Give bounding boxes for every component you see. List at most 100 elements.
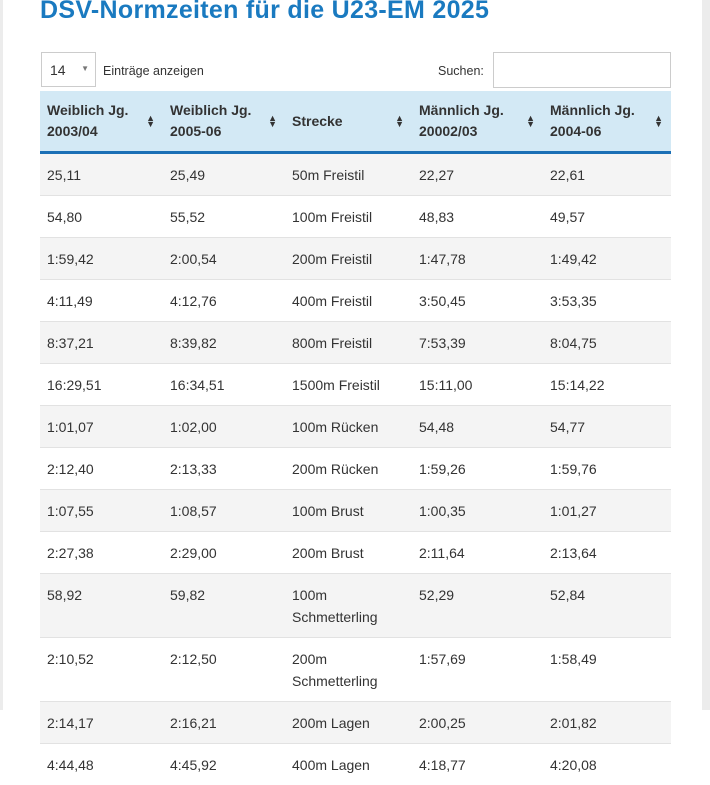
- norm-times-table: Weiblich Jg. 2003/04▲▼Weiblich Jg. 2005-…: [40, 91, 671, 785]
- page-title: DSV-Normzeiten für die U23-EM 2025: [40, 0, 489, 25]
- table-cell: 1:57,69: [412, 638, 543, 702]
- table-cell: 1:00,35: [412, 490, 543, 532]
- table-cell: 100m Brust: [285, 490, 412, 532]
- table-cell: 54,48: [412, 406, 543, 448]
- table-cell: 7:53,39: [412, 322, 543, 364]
- page-border-left: [0, 0, 3, 710]
- table-cell: 200m Lagen: [285, 702, 412, 744]
- table-cell: 3:53,35: [543, 280, 671, 322]
- table-cell: 800m Freistil: [285, 322, 412, 364]
- table-cell: 400m Freistil: [285, 280, 412, 322]
- table-cell: 100m Freistil: [285, 196, 412, 238]
- table-cell: 200m Rücken: [285, 448, 412, 490]
- table-cell: 22,61: [543, 153, 671, 196]
- column-header-4[interactable]: Männlich Jg. 2004-06 ▲▼: [543, 91, 671, 153]
- entries-per-page-select[interactable]: 14 ▼: [41, 52, 96, 87]
- table-cell: 58,92: [40, 574, 163, 638]
- table-cell: 48,83: [412, 196, 543, 238]
- table-cell: 50m Freistil: [285, 153, 412, 196]
- entries-label: Einträge anzeigen: [103, 64, 204, 78]
- sort-icon[interactable]: ▲▼: [654, 115, 663, 127]
- search-label: Suchen:: [438, 64, 484, 78]
- column-header-label: Männlich Jg. 2004-06: [550, 102, 635, 139]
- table-cell: 2:13,33: [163, 448, 285, 490]
- table-cell: 2:14,17: [40, 702, 163, 744]
- table-cell: 25,11: [40, 153, 163, 196]
- table-cell: 4:45,92: [163, 744, 285, 785]
- table-cell: 2:01,82: [543, 702, 671, 744]
- table-cell: 1:59,76: [543, 448, 671, 490]
- table-cell: 4:20,08: [543, 744, 671, 785]
- table-cell: 2:11,64: [412, 532, 543, 574]
- table-cell: 1:58,49: [543, 638, 671, 702]
- column-header-label: Weiblich Jg. 2003/04: [47, 102, 128, 139]
- table-cell: 200m Schmetterling: [285, 638, 412, 702]
- table-cell: 16:34,51: [163, 364, 285, 406]
- column-header-label: Weiblich Jg. 2005-06: [170, 102, 251, 139]
- sort-icon[interactable]: ▲▼: [395, 115, 404, 127]
- table-cell: 200m Brust: [285, 532, 412, 574]
- column-header-3[interactable]: Männlich Jg. 20002/03 ▲▼: [412, 91, 543, 153]
- sort-icon[interactable]: ▲▼: [268, 115, 277, 127]
- table-cell: 100m Schmetterling: [285, 574, 412, 638]
- table-cell: 2:12,40: [40, 448, 163, 490]
- table-cell: 200m Freistil: [285, 238, 412, 280]
- table-cell: 1:59,42: [40, 238, 163, 280]
- table-cell: 8:04,75: [543, 322, 671, 364]
- table-cell: 15:14,22: [543, 364, 671, 406]
- table-header-row: Weiblich Jg. 2003/04▲▼Weiblich Jg. 2005-…: [40, 91, 671, 153]
- table-cell: 22,27: [412, 153, 543, 196]
- sort-icon[interactable]: ▲▼: [146, 115, 155, 127]
- table-cell: 4:11,49: [40, 280, 163, 322]
- table-cell: 2:27,38: [40, 532, 163, 574]
- table-cell: 2:00,25: [412, 702, 543, 744]
- column-header-2[interactable]: Strecke ▲▼: [285, 91, 412, 153]
- entries-per-page-value: 14: [50, 62, 66, 78]
- table-cell: 2:13,64: [543, 532, 671, 574]
- table-cell: 52,84: [543, 574, 671, 638]
- table-cell: 1:49,42: [543, 238, 671, 280]
- table-cell: 8:37,21: [40, 322, 163, 364]
- table-cell: 2:29,00: [163, 532, 285, 574]
- search-input[interactable]: [493, 52, 671, 88]
- table-cell: 1:08,57: [163, 490, 285, 532]
- column-header-0[interactable]: Weiblich Jg. 2003/04 ▲▼: [40, 91, 163, 153]
- table-cell: 15:11,00: [412, 364, 543, 406]
- table-cell: 2:10,52: [40, 638, 163, 702]
- table-cell: 54,77: [543, 406, 671, 448]
- table-cell: 2:16,21: [163, 702, 285, 744]
- column-header-label: Strecke: [292, 113, 343, 129]
- page-border-right: [702, 0, 710, 710]
- column-header-1[interactable]: Weiblich Jg. 2005-06 ▲▼: [163, 91, 285, 153]
- sort-icon[interactable]: ▲▼: [526, 115, 535, 127]
- dropdown-arrow-icon: ▼: [81, 64, 89, 73]
- table-cell: 8:39,82: [163, 322, 285, 364]
- table-cell: 54,80: [40, 196, 163, 238]
- table-cell: 52,29: [412, 574, 543, 638]
- table-cell: 1500m Freistil: [285, 364, 412, 406]
- table-cell: 1:01,27: [543, 490, 671, 532]
- table-cell: 1:59,26: [412, 448, 543, 490]
- table-cell: 400m Lagen: [285, 744, 412, 785]
- table-cell: 59,82: [163, 574, 285, 638]
- column-header-label: Männlich Jg. 20002/03: [419, 102, 504, 139]
- table-cell: 55,52: [163, 196, 285, 238]
- table-cell: 16:29,51: [40, 364, 163, 406]
- table-cell: 25,49: [163, 153, 285, 196]
- table-cell: 2:00,54: [163, 238, 285, 280]
- table-cell: 100m Rücken: [285, 406, 412, 448]
- table-cell: 1:07,55: [40, 490, 163, 532]
